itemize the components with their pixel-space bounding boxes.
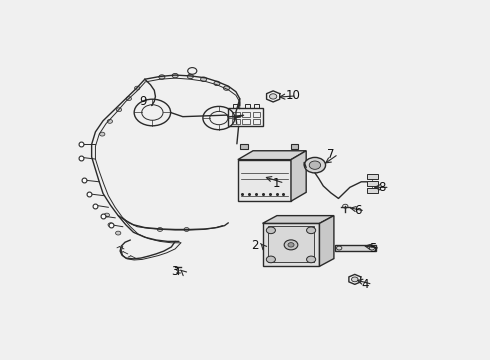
Text: 1: 1 [273,177,281,190]
Circle shape [126,97,131,100]
Circle shape [307,256,316,263]
Circle shape [200,77,207,81]
Polygon shape [263,216,334,223]
Text: 6: 6 [354,204,361,217]
Text: 4: 4 [361,278,369,291]
Circle shape [159,75,165,79]
Bar [233,104,238,108]
Bar [291,144,298,149]
Bar [232,119,240,124]
Circle shape [116,231,121,235]
Bar [245,104,250,108]
Bar [335,245,376,251]
Circle shape [307,227,316,234]
Bar [268,226,314,262]
Polygon shape [319,216,334,266]
Circle shape [108,223,113,227]
Circle shape [270,94,277,99]
Bar [243,119,250,124]
Bar [263,223,319,266]
Bar [240,144,248,149]
Polygon shape [291,151,306,201]
Circle shape [351,277,358,282]
Circle shape [172,73,178,78]
Circle shape [104,213,109,217]
Circle shape [304,157,325,173]
Text: 8: 8 [378,181,386,194]
Bar [367,188,378,193]
Bar [254,104,259,108]
Circle shape [214,81,220,86]
Circle shape [107,120,113,123]
Circle shape [267,227,275,234]
Circle shape [288,243,294,247]
Circle shape [135,86,140,90]
Text: 7: 7 [327,148,335,161]
Bar [367,181,378,186]
Bar [253,119,260,124]
Circle shape [184,228,189,231]
Text: 3: 3 [172,265,179,278]
Circle shape [284,240,298,250]
Text: 10: 10 [285,89,300,102]
Circle shape [99,132,105,136]
Circle shape [116,108,122,112]
Circle shape [157,228,163,231]
Polygon shape [238,151,306,159]
Text: 9: 9 [139,95,147,108]
Bar [228,108,263,126]
Text: 5: 5 [369,242,376,255]
Bar [253,112,260,117]
Bar [367,174,378,179]
Bar [232,112,240,117]
Circle shape [309,161,320,169]
Text: 2: 2 [251,239,259,252]
Bar [243,112,250,117]
Bar [238,159,291,201]
Circle shape [267,256,275,263]
Circle shape [187,74,194,79]
Circle shape [223,86,229,90]
